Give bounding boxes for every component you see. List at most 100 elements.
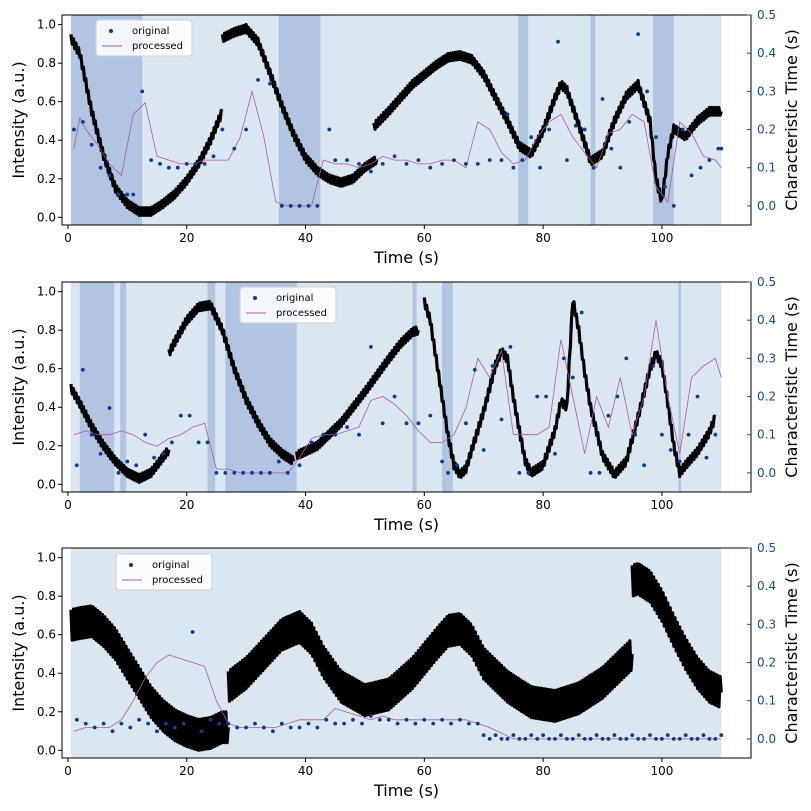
y-tick-label: 0.2	[37, 439, 56, 453]
chart-panel-1: 0 20 40 60 80 100 0.0 0.2 0.4 0.6 0.8 1.0 0.0 0.1 0.2 0…	[9, 8, 801, 267]
original-point	[627, 120, 632, 124]
x-tick-label: 60	[417, 764, 432, 778]
original-point	[74, 463, 79, 468]
original-point	[253, 721, 257, 726]
y2-tick-label: 0.2	[757, 656, 776, 670]
legend-label-processed: processed	[276, 308, 327, 319]
original-point	[671, 204, 676, 208]
original-point	[256, 78, 260, 82]
original-point	[431, 721, 436, 726]
legend-label-original: original	[132, 26, 169, 37]
original-point	[668, 448, 673, 452]
original-point	[511, 165, 516, 170]
y-tick-label: 0.8	[37, 56, 56, 70]
legend: original processed	[95, 19, 193, 57]
original-point	[345, 425, 349, 429]
original-point	[220, 127, 225, 132]
original-point	[565, 158, 569, 163]
x-tick-label: 80	[535, 231, 550, 245]
original-point	[529, 733, 534, 737]
original-point	[107, 173, 112, 178]
original-point	[573, 123, 578, 128]
y-tick-label: 0.6	[37, 362, 56, 376]
original-point	[523, 737, 528, 741]
original-point	[594, 733, 599, 737]
original-point	[493, 733, 498, 737]
original-point	[131, 192, 136, 197]
original-point	[517, 737, 522, 741]
original-points	[72, 32, 724, 208]
original-point	[719, 733, 724, 737]
original-points	[74, 310, 718, 475]
original-point	[458, 717, 462, 722]
original-point	[315, 204, 320, 208]
original-point	[146, 721, 151, 726]
original-point	[582, 737, 587, 741]
original-point	[244, 127, 249, 132]
y2-tick-label: 0.5	[757, 541, 776, 555]
original-point	[553, 451, 557, 456]
original-point	[689, 737, 694, 741]
original-point	[235, 725, 240, 730]
background-region	[70, 282, 722, 492]
x-tick-label: 20	[179, 498, 194, 512]
original-point	[654, 135, 658, 140]
legend: original processed	[115, 553, 213, 591]
y2-tick-label: 0.3	[757, 84, 776, 98]
original-point	[591, 165, 596, 170]
intensity-trace	[226, 610, 634, 723]
original-points	[74, 630, 724, 741]
y2-tick-label: 0.0	[757, 466, 776, 480]
original-point	[472, 367, 477, 372]
original-point	[199, 729, 204, 734]
original-point	[327, 127, 332, 132]
original-point	[155, 729, 159, 734]
original-point	[464, 162, 468, 166]
highlight-region	[442, 282, 453, 492]
original-point	[570, 737, 575, 741]
original-point	[279, 721, 284, 726]
y2-tick-label: 0.0	[757, 199, 776, 213]
y-tick-label: 0.2	[37, 705, 56, 719]
original-point	[490, 364, 495, 368]
original-point	[499, 158, 504, 163]
original-point	[351, 717, 355, 722]
original-point	[600, 737, 605, 741]
original-point	[677, 737, 682, 741]
x-tick-label: 40	[298, 498, 313, 512]
original-point	[259, 471, 263, 475]
original-point	[404, 717, 409, 722]
original-point	[665, 733, 670, 737]
original-point	[98, 165, 103, 170]
y2-axis-label: Characteristic Time (s)	[782, 562, 801, 743]
x-tick-label: 20	[179, 764, 194, 778]
original-point	[170, 440, 174, 445]
original-point	[187, 413, 192, 418]
legend-marker-original	[253, 296, 257, 300]
intensity-trace	[630, 562, 723, 709]
original-point	[695, 394, 700, 399]
original-point	[271, 729, 275, 734]
original-point	[232, 471, 237, 475]
highlight-region	[652, 15, 674, 225]
original-point	[357, 432, 361, 437]
x-tick-label: 0	[64, 498, 72, 512]
intensity-trace	[167, 299, 296, 466]
original-point	[467, 721, 471, 726]
original-point	[713, 432, 718, 437]
legend-label-original: original	[276, 293, 313, 304]
original-point	[392, 394, 397, 399]
original-point	[167, 165, 171, 170]
x-tick-label: 60	[417, 498, 432, 512]
y-tick-label: 0.8	[37, 589, 56, 603]
highlight-region	[278, 15, 321, 225]
legend-marker-original	[129, 563, 133, 567]
original-point	[704, 455, 709, 460]
original-point	[487, 737, 492, 741]
original-point	[244, 725, 249, 730]
y2-tick-label: 0.3	[757, 617, 776, 631]
original-point	[173, 725, 177, 730]
original-point	[505, 112, 510, 117]
original-point	[576, 733, 581, 737]
original-point	[202, 162, 207, 166]
